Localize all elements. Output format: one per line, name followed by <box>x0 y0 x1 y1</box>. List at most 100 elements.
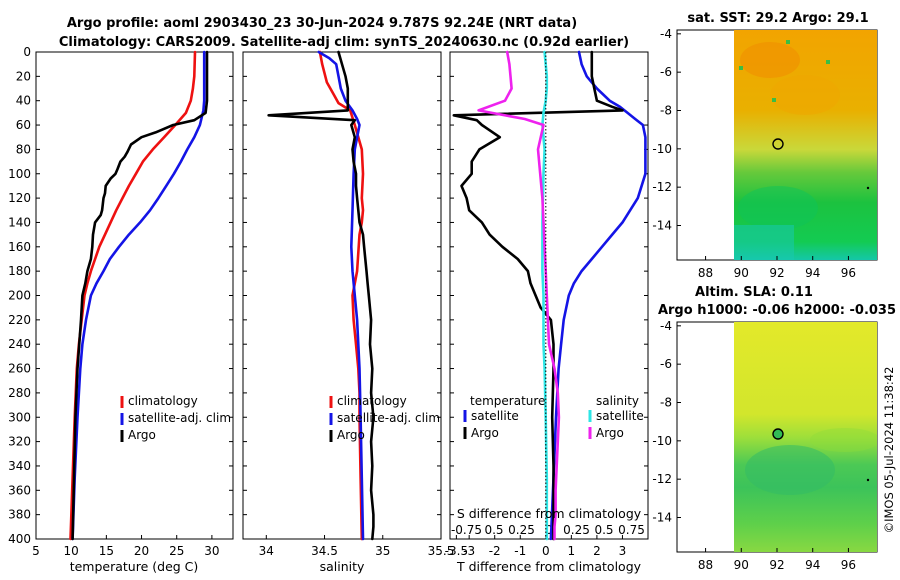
x-tick-label: -3 <box>463 544 475 558</box>
x-tick-label: 1 <box>568 544 576 558</box>
sst-argo-marker <box>772 138 784 150</box>
map-x-tick-label: 88 <box>698 266 713 280</box>
temperature-xlabel: temperature (deg C) <box>70 559 199 574</box>
depth-tick-label: 240 <box>8 337 31 351</box>
depth-tick-label: 260 <box>8 362 31 376</box>
map-x-tick-label: 96 <box>841 266 856 280</box>
depth-tick-label: 200 <box>8 289 31 303</box>
legend-s-argo: Argo <box>596 426 624 440</box>
sla-map-subtitle: Argo h1000: -0.06 h2000: -0.035 <box>658 303 896 318</box>
series-line-satellite-adj-clim <box>71 50 206 541</box>
legend-s-satellite: satellite <box>596 409 644 423</box>
depth-tick-label: 400 <box>8 532 31 546</box>
sla-argo-marker <box>772 428 784 440</box>
map-y-tick-label: -12 <box>652 472 672 486</box>
depth-tick-label: 80 <box>16 142 31 156</box>
figure-title-line2: Climatology: CARS2009. Satellite-adj cli… <box>59 35 629 50</box>
x2-tick-label: 0.5 <box>594 523 613 537</box>
x-tick-label: -1 <box>514 544 526 558</box>
x-tick-label: 35.5 <box>428 544 455 558</box>
x-tick-label: 5 <box>32 544 40 558</box>
x-tick-label: -3.5 <box>445 544 468 558</box>
x-tick-label: 20 <box>134 544 149 558</box>
map-y-tick-label: -6 <box>660 65 672 79</box>
legend-t-argo: Argo <box>471 426 499 440</box>
map-x-tick-label: 92 <box>769 558 784 572</box>
legend-satellite-adj: satellite-adj. clim <box>128 411 231 425</box>
map-y-tick-label: -10 <box>652 434 672 448</box>
map-x-tick-label: 90 <box>734 558 749 572</box>
depth-tick-label: 0 <box>23 45 31 59</box>
depth-tick-label: 180 <box>8 264 31 278</box>
depth-tick-label: 380 <box>8 508 31 522</box>
x-tick-label: 2 <box>593 544 601 558</box>
temperature-plot-frame <box>35 51 234 540</box>
series-line-satellite-adj-clim <box>317 50 365 541</box>
depth-tick-label: 360 <box>8 483 31 497</box>
depth-tick-label: 340 <box>8 459 31 473</box>
depth-tick-label: 280 <box>8 386 31 400</box>
map-x-tick-label: 94 <box>805 266 820 280</box>
legend-climatology: climatology <box>128 394 198 408</box>
map-y-tick-label: -12 <box>652 180 672 194</box>
x2-tick-label: 0.25 <box>563 523 590 537</box>
map-x-tick-label: 92 <box>769 266 784 280</box>
depth-tick-label: 40 <box>16 94 31 108</box>
legend-satellite-adj: satellite-adj. clim <box>337 411 440 425</box>
legend-temperature-header: temperature <box>470 394 545 408</box>
x2-tick-label: 0.25 <box>508 523 535 537</box>
sst-heatmap <box>734 30 877 260</box>
depth-tick-label: 120 <box>8 191 31 205</box>
depth-tick-label: 300 <box>8 410 31 424</box>
x-tick-label: 34.5 <box>311 544 338 558</box>
x2-tick-label: 0.75 <box>618 523 645 537</box>
map-x-tick-label: 90 <box>734 266 749 280</box>
salinity-legend: climatology satellite-adj. clim Argo <box>329 394 440 442</box>
legend-argo: Argo <box>128 428 156 442</box>
figure-title-line1: Argo profile: aoml 2903430_23 30-Jun-202… <box>67 16 577 31</box>
x2-tick-label: 0 <box>545 523 553 537</box>
x-tick-label: 35 <box>375 544 390 558</box>
map-y-tick-label: -8 <box>660 396 672 410</box>
depth-tick-label: 140 <box>8 215 31 229</box>
legend-t-satellite: satellite <box>471 409 519 423</box>
x-tick-label: 25 <box>169 544 184 558</box>
depth-tick-label: 220 <box>8 313 31 327</box>
sst-edge-dot <box>866 186 870 190</box>
series-line-climatology <box>318 50 365 541</box>
map-x-tick-label: 94 <box>805 558 820 572</box>
difference-plot-frame <box>449 51 649 540</box>
x-tick-label: 30 <box>204 544 219 558</box>
salinity-xlabel: salinity <box>320 559 365 574</box>
x-tick-label: 10 <box>64 544 79 558</box>
difference-xlabel2: S difference from climatology <box>457 506 642 521</box>
x-tick-label: 3 <box>619 544 627 558</box>
sla-map-title: Altim. SLA: 0.11 <box>695 285 813 300</box>
sla-heatmap <box>734 322 877 552</box>
map-y-tick-label: -4 <box>660 319 672 333</box>
legend-argo: Argo <box>337 428 365 442</box>
x2-tick-label: 0.5 <box>484 523 503 537</box>
series-line-t-argo <box>452 50 624 541</box>
legend-salinity-header: salinity <box>596 394 639 408</box>
map-y-tick-label: -4 <box>660 27 672 41</box>
x-tick-label: 0 <box>542 544 550 558</box>
map-y-tick-label: -6 <box>660 357 672 371</box>
series-line-argo <box>267 50 375 541</box>
map-x-tick-label: 88 <box>698 558 713 572</box>
series-line-s-argo <box>477 50 561 541</box>
salinity-plot-frame <box>242 51 442 540</box>
sla-edge-dot <box>866 478 870 482</box>
series-line-t-satellite <box>549 50 647 541</box>
map-y-tick-label: -10 <box>652 142 672 156</box>
imos-timestamp: ©IMOS 05-Jul-2024 11:38:42 <box>882 367 896 534</box>
series-line-argo <box>71 50 209 541</box>
depth-tick-label: 160 <box>8 240 31 254</box>
x-tick-label: -2 <box>489 544 501 558</box>
map-y-tick-label: -8 <box>660 104 672 118</box>
legend-climatology: climatology <box>337 394 407 408</box>
depth-tick-label: 320 <box>8 435 31 449</box>
difference-legend: temperature salinity satellite Argo sate… <box>463 394 644 440</box>
depth-tick-label: 20 <box>16 69 31 83</box>
